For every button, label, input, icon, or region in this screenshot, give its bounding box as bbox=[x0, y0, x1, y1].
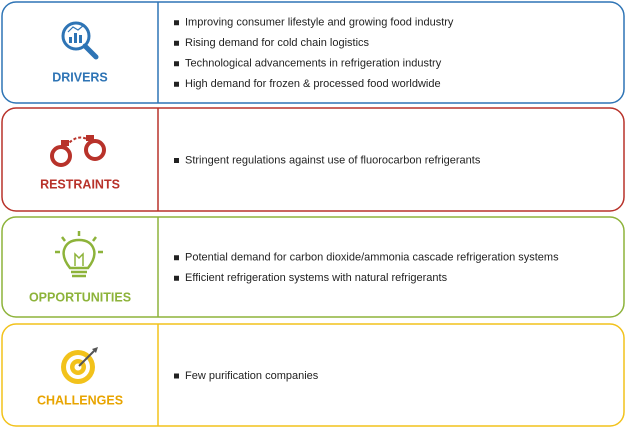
challenges-icon bbox=[61, 347, 98, 384]
section-box bbox=[1, 216, 625, 318]
bullet bbox=[174, 373, 179, 379]
section-label: RESTRAINTS bbox=[40, 177, 120, 191]
restraints-icon bbox=[50, 135, 106, 167]
section-label: OPPORTUNITIES bbox=[29, 290, 131, 304]
bullet-item: Few purification companies bbox=[185, 370, 319, 382]
section-box bbox=[1, 323, 625, 427]
bullet bbox=[174, 255, 179, 261]
bullet-item: High demand for frozen & processed food … bbox=[185, 78, 441, 90]
drivers-icon bbox=[61, 21, 99, 60]
bullet-item: Potential demand for carbon dioxide/ammo… bbox=[185, 252, 559, 264]
section-label: DRIVERS bbox=[52, 70, 108, 84]
bullet-item: Improving consumer lifestyle and growing… bbox=[185, 17, 454, 29]
bullet-item: Rising demand for cold chain logistics bbox=[185, 37, 370, 49]
bullet-item: Technological advancements in refrigerat… bbox=[185, 58, 442, 70]
section-box bbox=[1, 1, 625, 104]
bullet bbox=[174, 275, 179, 281]
bullet bbox=[174, 81, 179, 87]
section-label: CHALLENGES bbox=[37, 393, 123, 407]
bullet-item: Efficient refrigeration systems with nat… bbox=[185, 272, 448, 284]
section-box bbox=[1, 107, 625, 212]
bullet bbox=[174, 20, 179, 26]
bullet bbox=[174, 40, 179, 46]
bullet bbox=[174, 158, 179, 163]
opportunities-icon bbox=[55, 231, 103, 278]
bullet-item: Stringent regulations against use of flu… bbox=[185, 154, 481, 166]
bullet bbox=[174, 61, 179, 67]
